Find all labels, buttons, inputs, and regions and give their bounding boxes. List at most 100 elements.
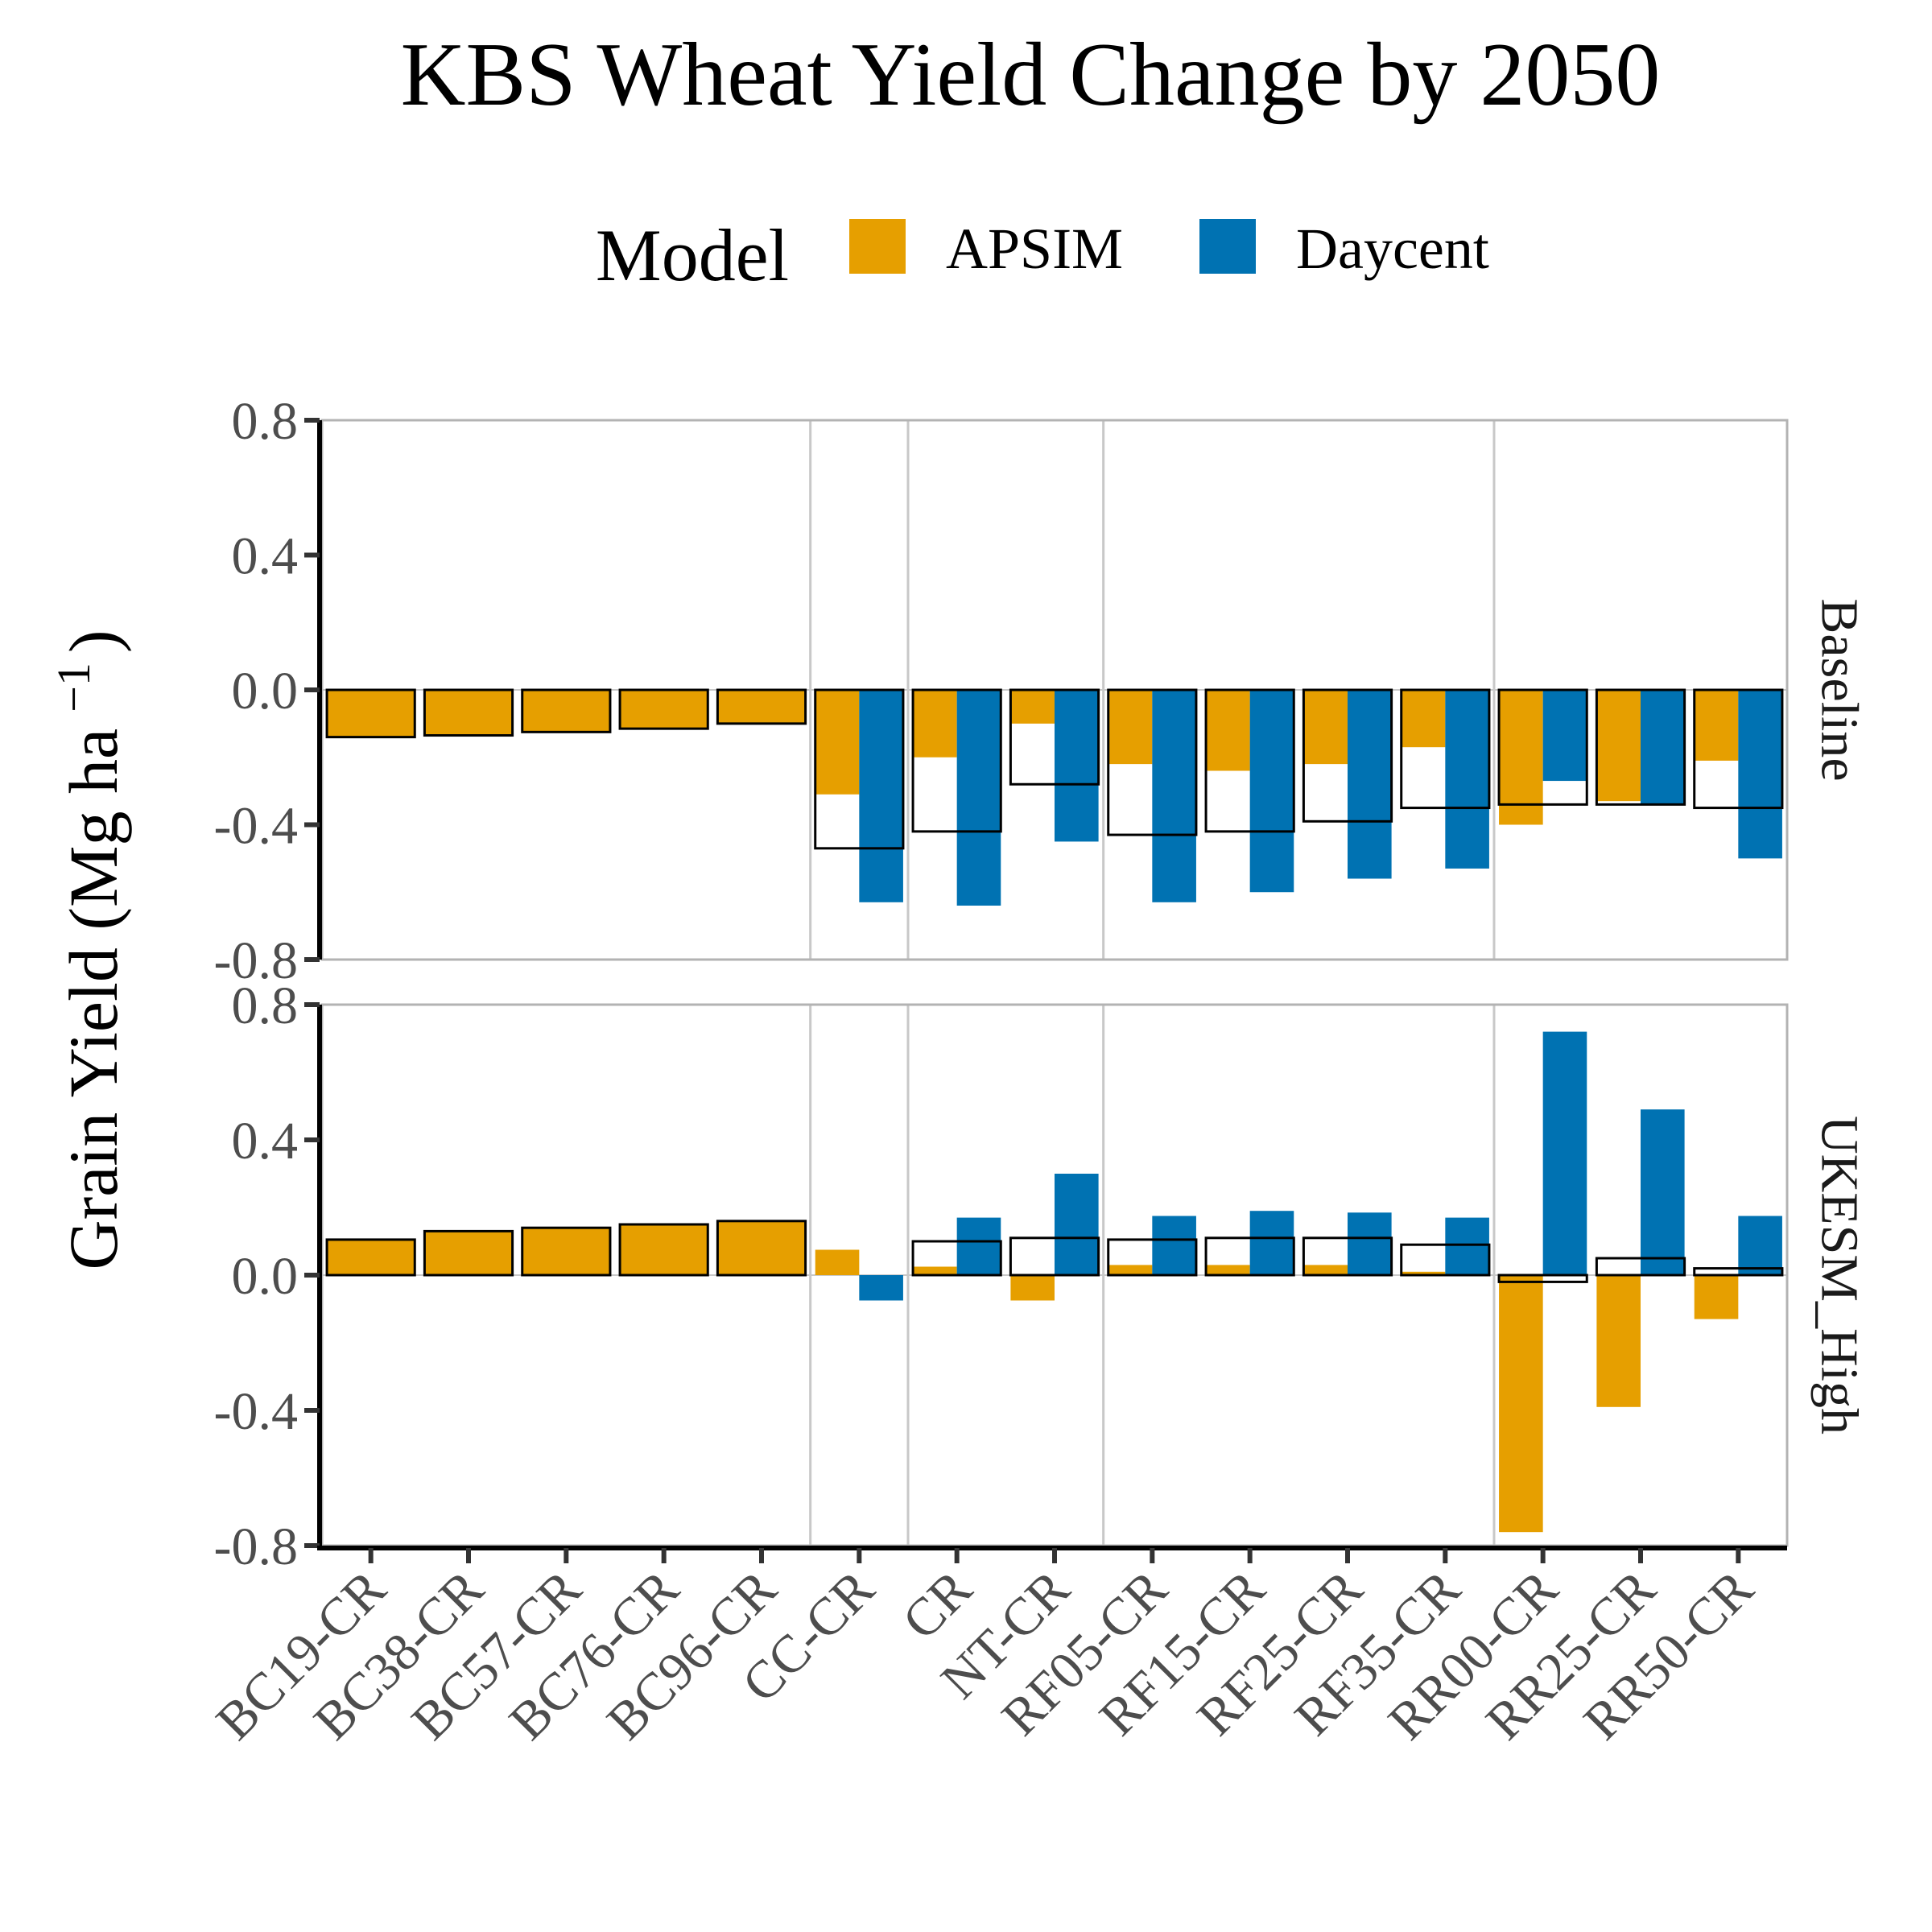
bar-apsim-ukesm-high-rf05-cr [1108,1265,1153,1275]
y-axis-title-close: ) [55,630,132,653]
bar-mean-baseline-cr [911,688,1002,833]
bar-apsim-baseline-bc38-cr [424,690,513,736]
bar-daycent-ukesm-high-rr25-cr [1641,1109,1685,1275]
bar-daycent-baseline-nt-cr [1055,690,1099,842]
bar-daycent-ukesm-high-rf35-cr [1445,1217,1489,1275]
bar-mean-ukesm-high-bc76-cr [618,1223,709,1277]
bar-apsim-baseline-nt-cr [1010,690,1055,724]
bar-daycent-baseline-rr25-cr [1641,690,1685,805]
y-tick-label: -0.8 [214,1517,298,1576]
bar-mean-baseline-rf25-cr [1302,688,1393,823]
bar-apsim-ukesm-high-bc19-cr [327,1239,415,1275]
bar-daycent-ukesm-high-cc-cr [859,1275,903,1301]
bar-mean-baseline-bc76-cr [618,688,709,730]
bar-apsim-ukesm-high-rr50-cr [1694,1275,1739,1319]
y-tick-label: 0.4 [232,1112,299,1170]
bar-apsim-baseline-cc-cr [815,690,860,795]
bar-apsim-baseline-rf35-cr [1401,690,1446,748]
y-tick-label: 0.8 [232,392,299,451]
bar-mean-baseline-cc-cr [814,688,905,850]
bar-apsim-baseline-rf15-cr [1206,690,1250,771]
bar-apsim-ukesm-high-rr25-cr [1596,1275,1641,1407]
bar-apsim-baseline-bc19-cr [327,690,415,737]
bar-mean-baseline-bc57-cr [521,688,612,733]
strip-label-ukesm-high: UKESM_High [1810,1116,1869,1435]
bar-mean-baseline-rr50-cr [1693,688,1784,810]
bar-mean-baseline-rf05-cr [1107,688,1198,836]
bar-apsim-baseline-rr00-cr [1499,690,1543,825]
panels: -0.8 -0.4 0.0 0.4 0.8 Baseline -0.8 -0.4 0.0 0.4 0… [214,392,1869,1576]
bar-mean-ukesm-high-bc38-cr [423,1229,514,1277]
bar-daycent-baseline-rf25-cr [1348,690,1392,879]
bar-daycent-baseline-rr00-cr [1542,690,1587,782]
bar-apsim-ukesm-high-bc96-cr [717,1220,806,1275]
bar-mean-baseline-bc38-cr [423,688,514,737]
bar-mean-baseline-rf35-cr [1400,688,1491,810]
bar-apsim-baseline-bc57-cr [522,690,610,733]
bar-apsim-baseline-bc76-cr [620,690,708,729]
bar-mean-ukesm-high-rr50-cr [1693,1267,1784,1277]
bar-mean-ukesm-high-bc57-cr [521,1226,612,1277]
bar-daycent-ukesm-high-nt-cr [1055,1174,1099,1275]
y-tick-label: 0.0 [232,1247,299,1306]
bar-mean-ukesm-high-nt-cr [1009,1236,1100,1277]
bar-apsim-ukesm-high-rr00-cr [1499,1275,1543,1533]
y-tick-label: -0.8 [214,931,298,990]
legend-label-daycent: Daycent [1296,217,1489,281]
bar-daycent-baseline-rf05-cr [1152,690,1196,902]
legend: Model APSIM Daycent [596,214,1489,296]
bar-mean-baseline-nt-cr [1009,688,1100,786]
bar-daycent-ukesm-high-rf25-cr [1348,1212,1392,1275]
y-axis-title-main: Grain Yield (Mg ha [55,729,132,1270]
bar-mean-baseline-rr00-cr [1497,688,1588,806]
bar-apsim-baseline-cr [913,690,957,758]
strip-label-baseline: Baseline [1810,598,1869,781]
bar-daycent-ukesm-high-rf15-cr [1249,1211,1294,1275]
bar-mean-baseline-rf15-cr [1204,688,1295,833]
bar-apsim-ukesm-high-rf35-cr [1401,1271,1446,1275]
bar-mean-ukesm-high-rr00-cr [1497,1274,1588,1283]
legend-swatch-daycent [1199,219,1256,274]
bar-mean-ukesm-high-bc19-cr [325,1238,416,1277]
bar-apsim-ukesm-high-rf15-cr [1206,1265,1250,1275]
bar-mean-ukesm-high-bc96-cr [716,1220,807,1277]
bar-apsim-baseline-rr50-cr [1694,690,1739,761]
bar-daycent-ukesm-high-rr50-cr [1738,1216,1782,1275]
y-tick-label: 0.8 [232,976,299,1035]
chart-title: KBS Wheat Yield Change by 2050 [401,25,1661,125]
bar-mean-baseline-rr25-cr [1595,688,1686,806]
bar-mean-ukesm-high-cr [911,1240,1002,1277]
bar-apsim-ukesm-high-bc76-cr [620,1224,708,1275]
bar-mean-baseline-bc96-cr [716,688,807,725]
y-axis-title-superscript: −1 [47,663,100,712]
bar-daycent-ukesm-high-rf05-cr [1152,1216,1196,1275]
bar-mean-ukesm-high-rf25-cr [1302,1236,1393,1277]
bar-daycent-ukesm-high-cr [956,1217,1001,1275]
y-tick-label: -0.4 [214,1382,298,1441]
y-tick-label: -0.4 [214,797,298,856]
x-axis: BC19-CRBC38-CRBC57-CRBC76-CRBC96-CRCC-CR… [205,1546,1787,1751]
y-tick-label: 0.4 [232,527,299,586]
legend-swatch-apsim [849,219,906,274]
panel-baseline: -0.8 -0.4 0.0 0.4 0.8 Baseline [214,392,1869,990]
bar-daycent-baseline-cc-cr [859,690,903,902]
y-axis-title: Grain Yield (Mg ha −1) [47,630,132,1269]
bar-apsim-ukesm-high-nt-cr [1010,1275,1055,1301]
bar-apsim-ukesm-high-cc-cr [815,1249,860,1275]
bar-apsim-baseline-rf25-cr [1303,690,1348,765]
legend-label-apsim: APSIM [946,217,1123,281]
bar-apsim-baseline-rf05-cr [1108,690,1153,765]
bar-mean-ukesm-high-rr25-cr [1595,1257,1686,1277]
bar-mean-ukesm-high-rf05-cr [1107,1238,1198,1277]
bar-apsim-ukesm-high-rf25-cr [1303,1265,1348,1275]
bar-mean-baseline-bc19-cr [325,688,416,739]
bar-daycent-baseline-cr [956,690,1001,906]
panel-ukesm-high: -0.8 -0.4 0.0 0.4 0.8 UKESM_High [214,976,1869,1576]
bar-daycent-baseline-rr50-cr [1738,690,1782,859]
bar-apsim-baseline-rr25-cr [1596,690,1641,802]
bar-apsim-ukesm-high-cr [913,1266,957,1275]
legend-title: Model [596,214,789,296]
bar-daycent-ukesm-high-rr00-cr [1542,1031,1587,1275]
bar-apsim-ukesm-high-bc57-cr [522,1228,610,1275]
